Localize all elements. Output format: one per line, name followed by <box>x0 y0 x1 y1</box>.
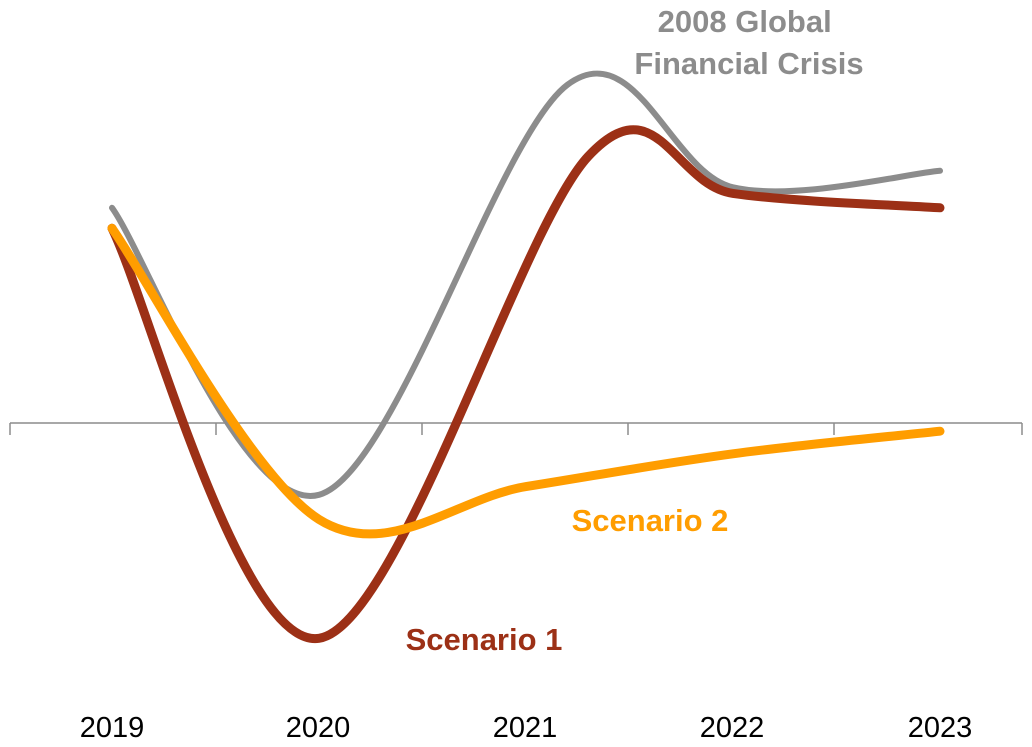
series-label-2008-global-financial-crisis-line-1: 2008 Global <box>658 4 832 39</box>
series-line-scenario-2 <box>107 223 945 539</box>
x-tick-labels: 2019 2020 2021 2022 2023 <box>80 712 973 744</box>
x-tick-label-2023: 2023 <box>908 712 973 744</box>
series-labels: 2008 Global Financial Crisis Scenario 2 … <box>406 4 864 657</box>
axis-layer <box>9 422 1023 435</box>
series-lines <box>107 70 945 643</box>
x-tick-label-2021: 2021 <box>493 712 558 744</box>
series-label-2008-global-financial-crisis-line-2: Financial Crisis <box>634 46 863 81</box>
x-tick-label-2019: 2019 <box>80 712 145 744</box>
x-tick-label-2020: 2020 <box>286 712 351 744</box>
series-label-scenario-2: Scenario 2 <box>572 503 729 538</box>
x-tick-label-2022: 2022 <box>700 712 765 744</box>
series-line-scenario-1 <box>107 125 945 643</box>
series-label-scenario-1: Scenario 1 <box>406 622 563 657</box>
series-label-2008-global-financial-crisis: 2008 Global Financial Crisis <box>634 4 863 81</box>
series-line-2008-global-financial-crisis <box>109 70 943 499</box>
